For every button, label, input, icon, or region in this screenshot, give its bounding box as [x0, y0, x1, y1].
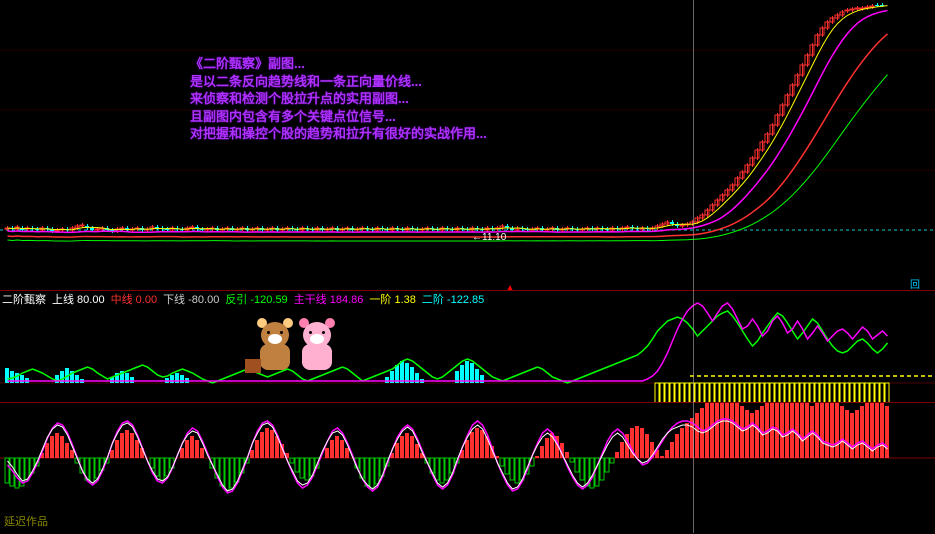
legend-item: 下线 -80.00: [163, 294, 219, 306]
description-text: 《二阶甄察》副图... 是以二条反向趋势线和一条正向量价线... 来侦察和检测个…: [190, 55, 487, 143]
legend-item: 二阶 -122.85: [422, 294, 484, 306]
legend-item: 反引 -120.59: [225, 294, 287, 306]
desc-line: 是以二条反向趋势线和一条正向量价线...: [190, 73, 487, 91]
legend-item: 上线 80.00: [52, 294, 105, 306]
svg-text:回: 回: [910, 279, 920, 290]
watermark-text: 延迟作品: [4, 513, 48, 529]
candlestick-chart: ←11.10 回: [0, 0, 935, 290]
legend-item: 主干线 184.86: [294, 294, 364, 306]
brown-bear-icon: [255, 318, 295, 373]
indicator-panel-2: [0, 402, 935, 533]
svg-text:←11.10: ←11.10: [472, 232, 507, 243]
legend-item: 中线 0.00: [111, 294, 157, 306]
indicator-legend: 二阶甄察上线 80.00 中线 0.00 下线 -80.00 反引 -120.59 主干…: [2, 291, 490, 307]
legend-item: 二阶甄察: [2, 294, 46, 306]
bear-mascots: [255, 318, 337, 373]
pink-bear-icon: [297, 318, 337, 373]
indicator-chart-2: [0, 403, 935, 534]
desc-line: 对把握和操控个股的趋势和拉升有很好的实战作用...: [190, 125, 487, 143]
desc-line: 《二阶甄察》副图...: [190, 55, 487, 73]
indicator-chart-1: [0, 291, 935, 403]
legend-item: 一阶 1.38: [369, 294, 415, 306]
desc-line: 且副图内包含有多个关键点位信号...: [190, 108, 487, 126]
crosshair-vertical: [693, 0, 694, 533]
price-chart-panel: ←11.10 回: [0, 0, 935, 290]
desc-line: 来侦察和检测个股拉升点的实用副图...: [190, 90, 487, 108]
